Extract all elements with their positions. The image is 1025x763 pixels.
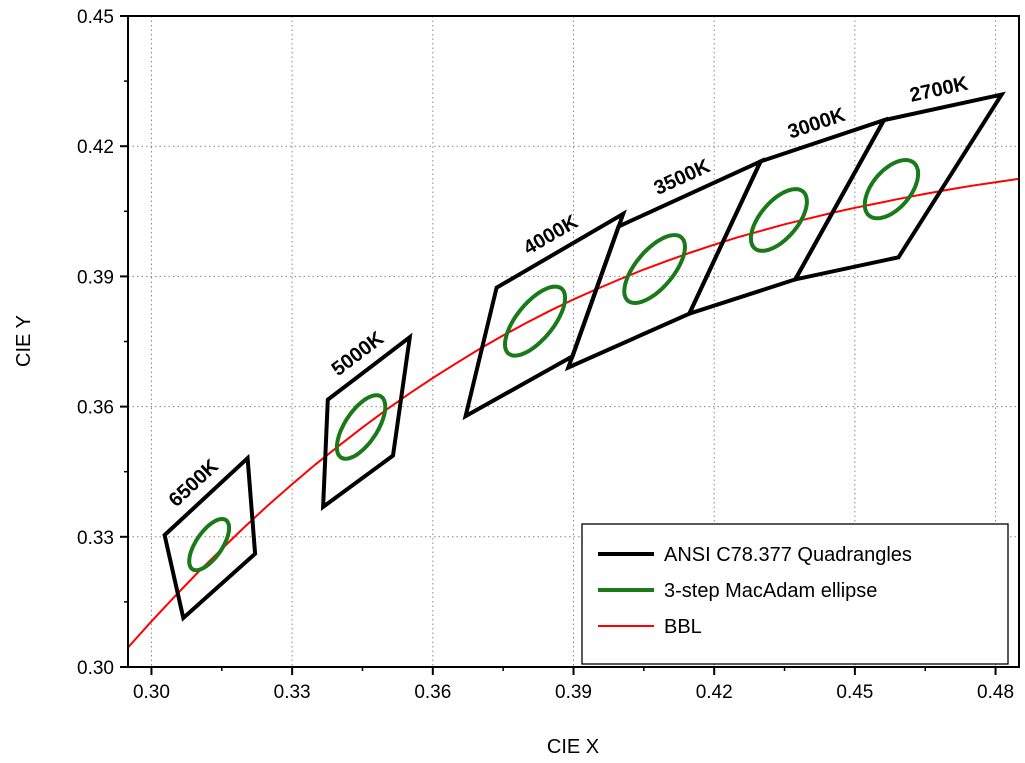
x-tick-label: 0.30 [133, 682, 170, 703]
legend-label-ellipse: 3-step MacAdam ellipse [664, 580, 877, 602]
quadrangle-label: 5000K [328, 327, 389, 381]
legend-label-bbl: BBL [664, 616, 702, 638]
quadrangle-2700K [791, 91, 1006, 283]
legend: ANSI C78.377 Quadrangles 3-step MacAdam … [581, 523, 1009, 665]
quadrangle-label: 4000K [520, 211, 582, 260]
quadrangle-label: 6500K [165, 455, 224, 512]
quadrangle-5000K [320, 332, 413, 511]
macadam-ellipse [748, 187, 809, 253]
macadam-ellipse [187, 516, 232, 573]
x-tick-label: 0.39 [555, 682, 592, 703]
x-tick-label: 0.45 [836, 682, 873, 703]
quadrangle-label: 3500K [651, 155, 714, 200]
macadam-ellipse [334, 393, 388, 461]
x-tick-label: 0.36 [414, 682, 451, 703]
x-tick-label: 0.33 [274, 682, 311, 703]
y-tick-label: 0.45 [77, 7, 114, 28]
y-tick-label: 0.36 [77, 398, 114, 419]
x-tick-label: 0.48 [977, 682, 1014, 703]
y-axis-title: CIE Y [13, 315, 35, 367]
macadam-ellipse [502, 284, 568, 358]
quadrangle-3000K [685, 116, 889, 318]
y-tick-label: 0.42 [77, 137, 114, 158]
macadam-ellipse [862, 157, 921, 221]
quadrangle-6500K [162, 453, 258, 622]
y-tick-label: 0.39 [77, 267, 114, 288]
y-tick-label: 0.33 [77, 528, 114, 549]
axis-ticks: 0.30 0.33 0.36 0.39 0.42 0.45 0.48 0.30 0.33 0.36… [77, 7, 1014, 703]
macadam-ellipse [622, 233, 688, 306]
bbl-curve [128, 177, 1019, 649]
y-tick-label: 0.30 [77, 658, 114, 679]
x-axis-title: CIE X [547, 736, 599, 758]
legend-label-quadrangles: ANSI C78.377 Quadrangles [664, 544, 912, 566]
quadrangle-label: 3000K [785, 104, 848, 144]
x-tick-label: 0.42 [696, 682, 733, 703]
legend-box [581, 523, 1009, 665]
